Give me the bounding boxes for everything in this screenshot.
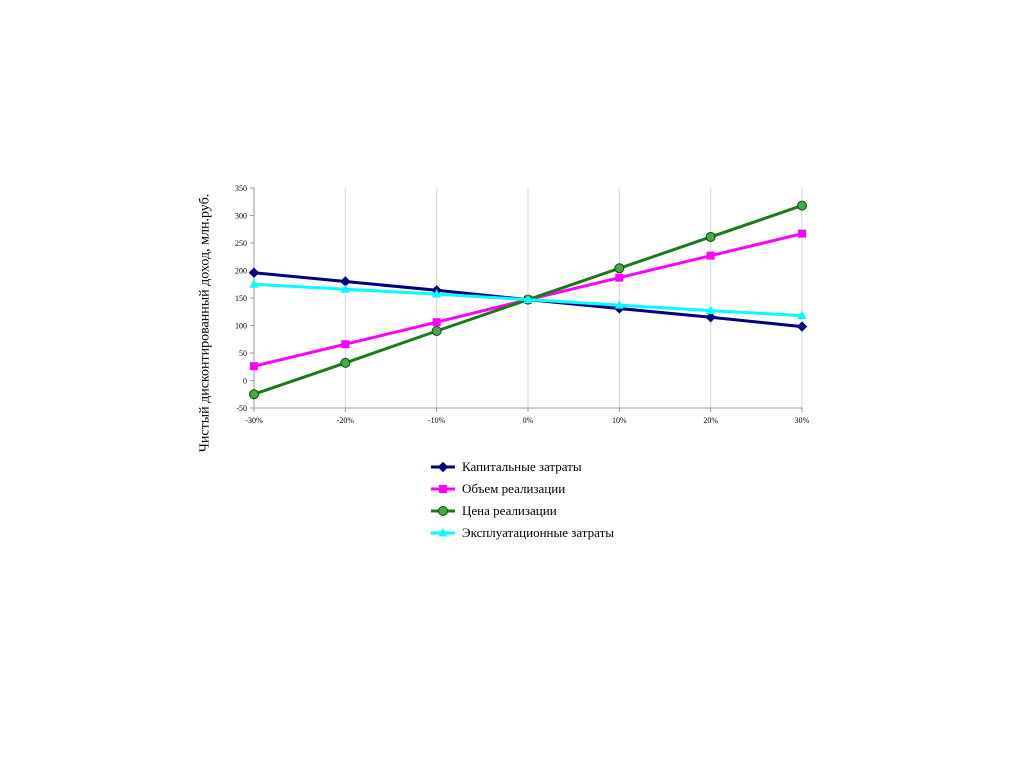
data-point bbox=[432, 318, 441, 327]
legend-item: Цена реализации bbox=[430, 500, 614, 522]
data-point bbox=[249, 279, 259, 288]
legend-item: Объем реализации bbox=[430, 478, 614, 500]
y-tick-label: 150 bbox=[235, 294, 247, 303]
data-point bbox=[706, 305, 716, 315]
x-tick-label: -30% bbox=[245, 416, 263, 425]
legend-marker bbox=[437, 461, 449, 473]
x-tick-label: 20% bbox=[703, 416, 718, 425]
y-tick-label: -50 bbox=[236, 404, 247, 413]
legend-swatch bbox=[431, 528, 455, 537]
data-point bbox=[341, 340, 350, 349]
grid bbox=[344, 188, 803, 408]
legend-marker bbox=[438, 506, 448, 516]
data-point bbox=[706, 251, 715, 260]
y-tick-label: 300 bbox=[235, 212, 247, 221]
y-tick-label: 200 bbox=[235, 267, 247, 276]
x-tick-label: 0% bbox=[523, 416, 534, 425]
y-tick-label: 0 bbox=[243, 377, 247, 386]
legend-swatch bbox=[431, 461, 455, 473]
data-point bbox=[797, 310, 807, 320]
series-4 bbox=[249, 279, 807, 320]
data-point bbox=[340, 357, 351, 368]
data-point bbox=[432, 289, 442, 298]
data-point bbox=[705, 231, 716, 242]
legend-item: Эксплуатационные затраты bbox=[430, 522, 614, 544]
legend-label: Объем реализации bbox=[462, 481, 566, 496]
y-tick-label: 50 bbox=[239, 349, 247, 358]
data-point bbox=[615, 273, 624, 282]
y-tick-label: 250 bbox=[235, 239, 247, 248]
data-point bbox=[431, 326, 442, 336]
data-point bbox=[705, 312, 716, 323]
x-tick-label: 10% bbox=[612, 416, 627, 425]
legend: Капитальные затраты Объем реализации Цена … bbox=[430, 456, 614, 544]
y-tick-label: 350 bbox=[235, 184, 247, 193]
data-point bbox=[248, 267, 260, 278]
data-point bbox=[614, 263, 625, 274]
data-point bbox=[523, 294, 533, 304]
y-axis-title: Чистый дисконтированный доход, млн.руб. bbox=[197, 193, 213, 453]
x-tick-label: -10% bbox=[428, 416, 446, 425]
data-point bbox=[249, 389, 259, 400]
legend-marker bbox=[438, 528, 448, 537]
x-tick-label: 30% bbox=[795, 416, 810, 425]
legend-marker bbox=[439, 485, 447, 493]
y-tick-label: 100 bbox=[235, 322, 247, 331]
legend-label: Эксплуатационные затраты bbox=[462, 525, 615, 540]
data-point bbox=[796, 321, 808, 332]
series-layer bbox=[248, 200, 808, 400]
data-point bbox=[340, 284, 350, 293]
legend-label: Капитальные затраты bbox=[462, 459, 582, 474]
data-point bbox=[250, 362, 258, 371]
legend-swatch bbox=[431, 506, 455, 516]
legend-label: Цена реализации bbox=[462, 503, 557, 518]
axes: -50 0 50 100 150 200 250 300 350 -30% -20% -10% 0% 10… bbox=[235, 184, 810, 425]
x-tick-label: -20% bbox=[337, 416, 355, 425]
legend-item: Капитальные затраты bbox=[430, 456, 614, 478]
data-point bbox=[614, 300, 624, 309]
data-point bbox=[797, 200, 807, 211]
data-point bbox=[798, 229, 806, 238]
legend-swatch bbox=[431, 485, 455, 493]
